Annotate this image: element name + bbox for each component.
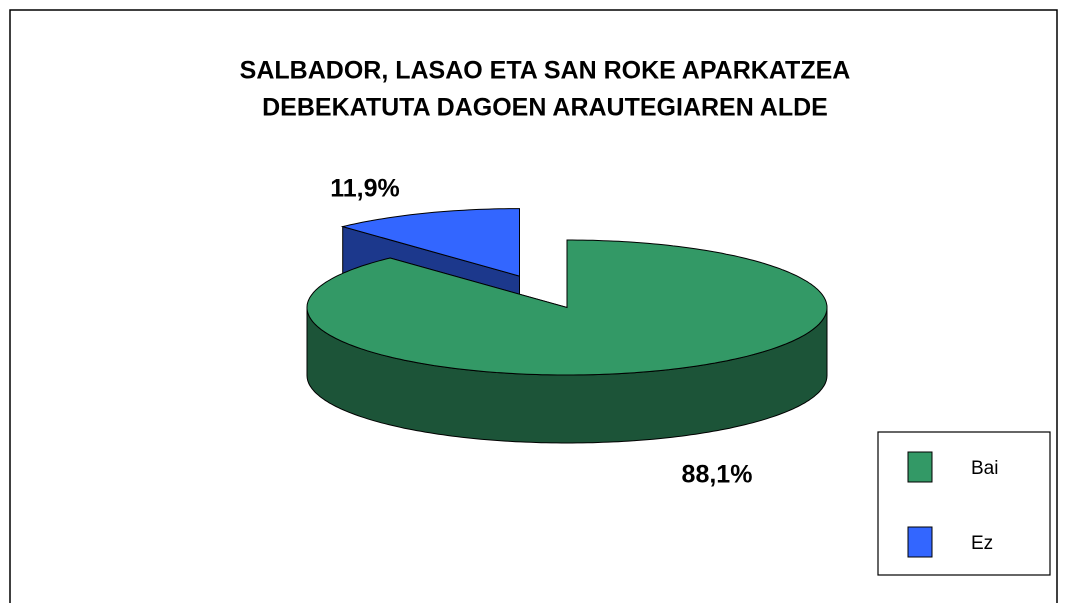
data-label: 11,9% [330,175,400,203]
legend-swatch [907,526,933,558]
chart-title: DEBEKATUTA DAGOEN ARAUTEGIAREN ALDE [262,94,828,122]
legend-swatch [907,451,933,483]
data-label: 88,1% [682,461,753,489]
pie-slice [306,239,828,376]
legend-label: Bai [971,458,998,479]
chart-title: SALBADOR, LASAO ETA SAN ROKE APARKATZEA [240,57,851,85]
legend-label: Ez [971,533,993,554]
legend-box [877,431,1051,576]
pie-slice [340,208,520,277]
